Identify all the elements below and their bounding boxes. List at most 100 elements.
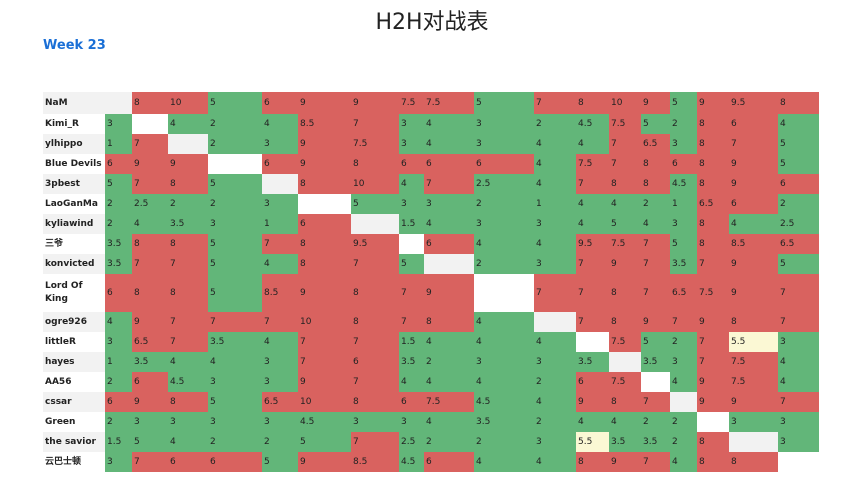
score-cell: 4 (168, 352, 208, 372)
score-cell: 7.5 (399, 92, 424, 114)
score-cell: 3 (132, 412, 168, 432)
score-cell: 4 (778, 114, 819, 134)
score-cell (474, 274, 534, 312)
score-cell: 6 (132, 372, 168, 392)
score-cell: 6 (424, 452, 474, 472)
score-cell: 9 (298, 372, 351, 392)
score-cell: 1 (670, 194, 697, 214)
score-cell: 3 (534, 432, 576, 452)
score-cell: 5 (670, 92, 697, 114)
score-cell: 7 (351, 432, 399, 452)
score-cell: 2 (474, 432, 534, 452)
score-cell: 6.5 (132, 332, 168, 352)
score-cell (424, 254, 474, 274)
score-cell: 9 (298, 452, 351, 472)
score-cell: 6.5 (641, 134, 670, 154)
score-cell: 2 (208, 134, 262, 154)
score-cell: 4 (399, 372, 424, 392)
week-link[interactable]: Week 23 (43, 38, 106, 53)
score-cell: 3.5 (609, 432, 641, 452)
score-cell: 8 (697, 154, 729, 174)
score-cell: 7 (697, 352, 729, 372)
score-cell: 7 (778, 392, 819, 412)
score-cell: 4 (534, 134, 576, 154)
score-cell: 5 (208, 254, 262, 274)
row-header: 三爷 (45, 238, 64, 249)
score-cell: 9 (298, 134, 351, 154)
score-cell: 5 (208, 392, 262, 412)
score-cell: 2 (105, 412, 132, 432)
score-cell: 2 (670, 432, 697, 452)
score-cell: 8 (168, 174, 208, 194)
score-cell: 5 (208, 174, 262, 194)
score-cell: 9 (132, 392, 168, 412)
score-cell: 3.5 (168, 214, 208, 234)
score-cell: 7.5 (609, 234, 641, 254)
score-cell: 7 (208, 312, 262, 332)
score-cell: 8 (697, 114, 729, 134)
score-cell: 3.5 (670, 254, 697, 274)
score-cell: 7 (534, 274, 576, 312)
score-cell: 3.5 (641, 432, 670, 452)
score-cell: 8 (424, 312, 474, 332)
score-cell: 8 (168, 392, 208, 412)
score-cell: 6 (168, 452, 208, 472)
score-cell: 8 (351, 312, 399, 332)
score-cell: 5 (105, 174, 132, 194)
row-header: kyliawind (45, 218, 94, 229)
score-cell: 1.5 (399, 214, 424, 234)
score-cell: 7 (697, 254, 729, 274)
score-cell: 5 (641, 114, 670, 134)
score-cell: 7 (778, 312, 819, 332)
score-cell (534, 312, 576, 332)
score-cell: 3 (778, 332, 819, 352)
score-cell: 4 (132, 214, 168, 234)
score-cell: 3 (399, 134, 424, 154)
score-cell: 4 (609, 194, 641, 214)
score-cell: 8 (351, 392, 399, 412)
row-header: hayes (45, 356, 75, 367)
score-cell: 7.5 (609, 332, 641, 352)
score-cell (697, 412, 729, 432)
score-cell: 10 (351, 174, 399, 194)
score-cell: 3 (534, 352, 576, 372)
score-cell: 7 (609, 134, 641, 154)
score-cell: 4 (576, 214, 609, 234)
score-cell: 3.5 (132, 352, 168, 372)
score-cell: 8 (609, 174, 641, 194)
score-cell: 8.5 (351, 452, 399, 472)
score-cell: 9 (298, 154, 351, 174)
score-cell: 3 (262, 134, 298, 154)
score-cell: 8 (576, 452, 609, 472)
score-cell: 7 (641, 392, 670, 412)
score-cell: 8 (609, 312, 641, 332)
score-cell: 3 (399, 412, 424, 432)
score-cell: 8.5 (298, 114, 351, 134)
score-cell: 8 (697, 234, 729, 254)
score-cell: 7 (262, 312, 298, 332)
score-cell: 5 (208, 274, 262, 312)
score-cell: 6 (262, 154, 298, 174)
row-header: 3pbest (45, 178, 80, 189)
score-cell: 6 (424, 154, 474, 174)
score-cell: 7 (641, 274, 670, 312)
row-header: cssar (45, 396, 72, 407)
score-cell: 7 (132, 452, 168, 472)
row-header: Kimi_R (45, 118, 79, 129)
score-cell: 7 (351, 372, 399, 392)
score-cell: 2 (534, 372, 576, 392)
score-cell: 4.5 (576, 114, 609, 134)
score-cell: 7 (670, 312, 697, 332)
score-cell: 4.5 (298, 412, 351, 432)
score-cell: 5 (670, 234, 697, 254)
score-cell (132, 114, 168, 134)
score-cell: 4 (474, 332, 534, 352)
score-cell: 6 (298, 214, 351, 234)
score-cell: 2 (424, 432, 474, 452)
score-cell: 3 (208, 214, 262, 234)
score-cell: 10 (298, 312, 351, 332)
score-cell: 2 (474, 194, 534, 214)
score-cell: 4 (534, 452, 576, 472)
score-cell: 6 (208, 452, 262, 472)
score-cell: 4 (474, 234, 534, 254)
